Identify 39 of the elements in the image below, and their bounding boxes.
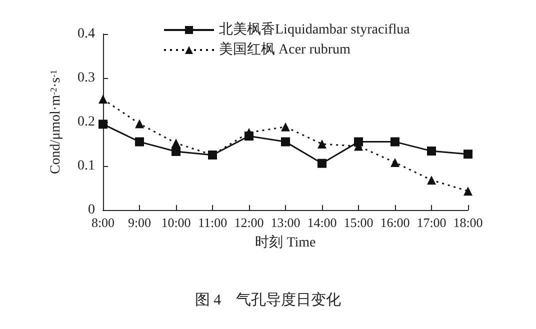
point (135, 137, 144, 146)
text: 图 4 气孔导度日变化 (194, 292, 342, 308)
point (354, 137, 363, 146)
x-tick-label: 15:00 (344, 215, 374, 230)
x-tick-label: 10:00 (161, 215, 191, 230)
point (281, 122, 290, 132)
y-tick-label: 0.3 (78, 70, 95, 86)
legend-label: 美国红枫 Acer rubrum (219, 42, 351, 58)
y-tick-label: 0 (88, 202, 95, 218)
point (98, 94, 108, 104)
x-tick-label: 14:00 (307, 215, 337, 230)
x-tick-label: 9:00 (128, 215, 152, 230)
x-axis-title: 时刻 Time (255, 234, 316, 250)
point (427, 176, 436, 185)
point (390, 158, 400, 167)
point (464, 186, 472, 196)
point (281, 137, 290, 146)
legend-label: 北美枫香Liquidambar styraciflua (219, 22, 411, 38)
x-tick-label: 16:00 (380, 215, 410, 230)
point (135, 119, 144, 128)
point (318, 140, 326, 148)
point (318, 158, 326, 168)
point (427, 146, 436, 156)
point (98, 120, 108, 129)
point (172, 146, 180, 156)
x-tick-label: 13:00 (270, 215, 300, 230)
x-tick-label: 17:00 (416, 215, 446, 230)
y-tick-label: 0.1 (78, 158, 95, 174)
y-tick-label: 0.4 (78, 26, 95, 42)
x-tick-label: 18:00 (453, 215, 483, 230)
x-tick-label: 8:00 (91, 215, 115, 230)
point (390, 137, 400, 146)
x-tick-label: 12:00 (234, 215, 264, 230)
x-tick-label: 11:00 (198, 215, 228, 230)
y-tick-label: 0.2 (78, 114, 95, 130)
point (464, 150, 472, 159)
point (244, 132, 254, 141)
point (208, 150, 217, 160)
y-axis-title: Cond/μmol·m-2·s-1 (48, 70, 64, 174)
